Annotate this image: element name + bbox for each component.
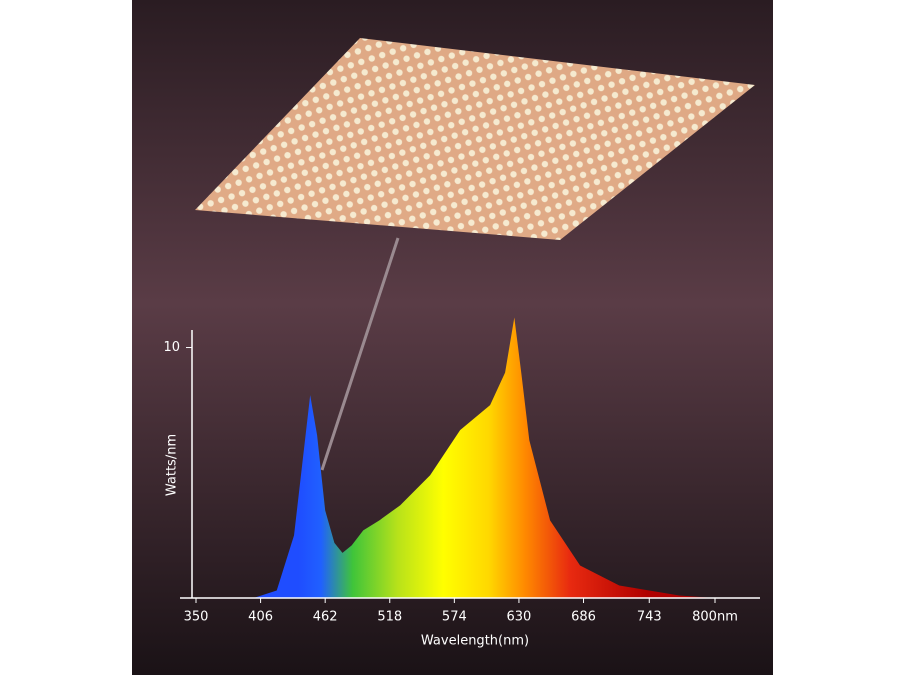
x-tick-label: 800nm [692,610,738,625]
x-tick-label: 518 [377,610,402,625]
y-axis-title: Watts/nm [165,434,180,496]
x-tick-label: 406 [248,610,273,625]
x-axis-title: Wavelength(nm) [421,634,529,649]
x-tick-label: 743 [637,610,662,625]
x-tick-label: 350 [184,610,209,625]
x-tick-label: 686 [571,610,596,625]
y-tick-label: 10 [163,340,180,355]
hanging-cord [320,237,400,471]
x-tick-label: 462 [313,610,338,625]
x-tick-label: 574 [442,610,467,625]
led-panel [195,38,755,240]
x-tick-label: 630 [507,610,532,625]
spectrum-area [253,317,715,598]
